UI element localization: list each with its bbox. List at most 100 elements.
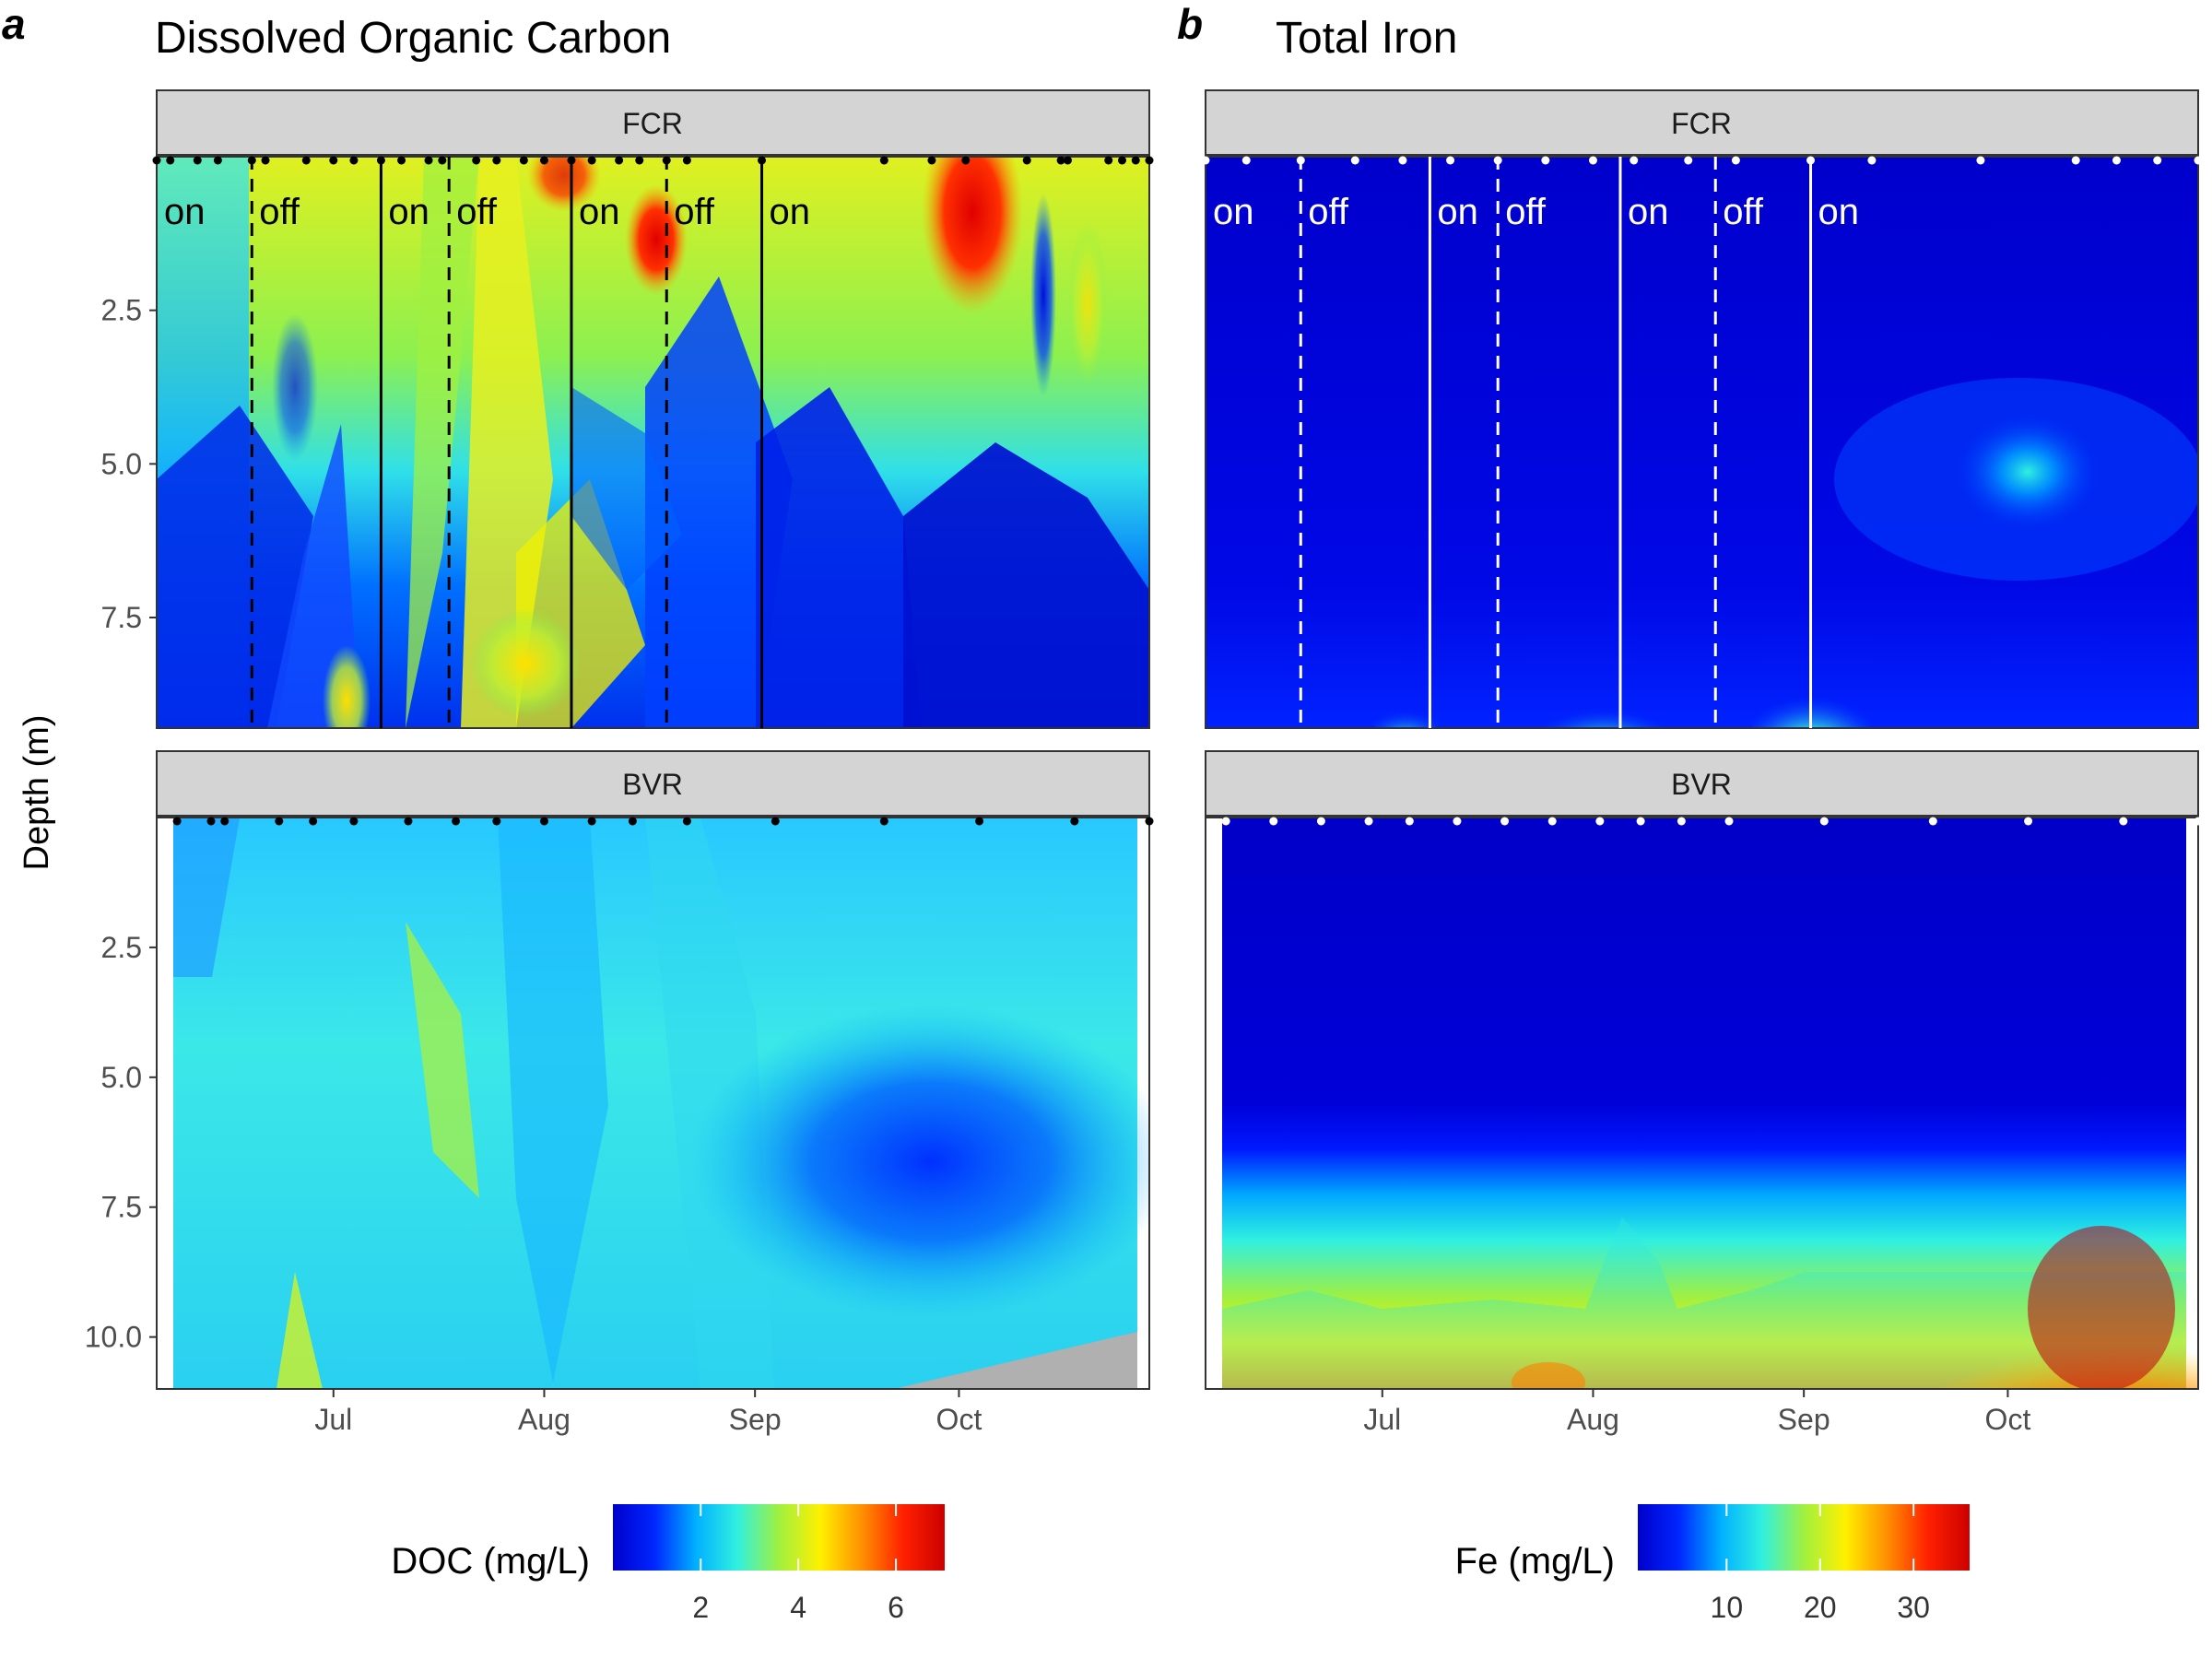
legend-title-doc: DOC (mg/L) [391, 1541, 590, 1582]
panel-title-b: Total Iron [1276, 14, 1457, 63]
sample-date-point [1022, 156, 1031, 165]
sample-date-point [628, 817, 637, 826]
legend-tick-label: 4 [790, 1591, 806, 1624]
y-tick-label: 7.5 [101, 1191, 142, 1224]
sample-date-point [1104, 156, 1113, 165]
sample-date-point [1296, 156, 1305, 165]
legend-tick-label: 6 [888, 1591, 904, 1624]
heatmap-a-fcr [157, 157, 1149, 728]
sample-date-point [2024, 817, 2033, 826]
event-label-on: on [164, 192, 206, 232]
sample-date-point [213, 156, 222, 165]
sample-date-point [424, 156, 433, 165]
sample-date-point [1636, 817, 1645, 826]
sample-date-point [349, 817, 359, 826]
sample-date-point [1867, 156, 1877, 165]
sample-date-point [1201, 156, 1210, 165]
sample-date-point [376, 156, 385, 165]
sample-date-point [1145, 817, 1154, 826]
sample-date-point [1588, 156, 1597, 165]
y-tick-label: 2.5 [101, 294, 142, 327]
strip-label-a-bvr: BVR [622, 768, 683, 801]
strip-label-a-fcr: FCR [622, 107, 683, 140]
event-label-on: on [770, 192, 811, 232]
sample-date-point [492, 156, 501, 165]
facet-b-bvr: BVR Jul Aug Sep Oct [1205, 750, 2203, 1436]
sample-date-point [349, 156, 359, 165]
legend-fe: Fe (mg/L) 10 20 30 [1455, 1504, 1970, 1624]
sample-date-point [1493, 156, 1502, 165]
sample-date-point [1541, 156, 1550, 165]
sample-date-point [1405, 817, 1414, 826]
sample-date-point [1724, 817, 1734, 826]
sample-date-point [172, 817, 182, 826]
sample-date-point [567, 156, 576, 165]
sample-date-point [2071, 156, 2080, 165]
sample-date-point [2112, 156, 2121, 165]
x-tick-label: Aug [1567, 1403, 1619, 1436]
sample-date-point [2153, 156, 2162, 165]
sample-date-point [1806, 156, 1816, 165]
sample-date-point [1269, 817, 1278, 826]
x-tick-label: Sep [729, 1403, 782, 1436]
sample-date-point [879, 156, 888, 165]
sample-date-point [206, 817, 216, 826]
sample-date-point [1976, 156, 1985, 165]
sample-date-point [472, 156, 481, 165]
y-tick-label: 10.0 [85, 1321, 142, 1354]
sample-date-point [1364, 817, 1373, 826]
sample-date-point [492, 817, 501, 826]
legend-tick-label: 2 [692, 1591, 709, 1624]
y-tick-label: 5.0 [101, 447, 142, 480]
event-label-on: on [388, 192, 429, 232]
event-label-off: off [1723, 192, 1764, 232]
facet-a-bvr: BVR 2.5 5.0 7.5 10.0 Jul Aug Sep Oct [85, 750, 1154, 1436]
event-label-on: on [579, 192, 620, 232]
event-label-off: off [674, 192, 715, 232]
sample-date-point [961, 156, 971, 165]
sample-date-point [771, 817, 780, 826]
x-tick-label: Oct [936, 1403, 982, 1436]
event-label-on: on [1213, 192, 1254, 232]
sample-date-point [1063, 156, 1072, 165]
sample-date-point [1316, 817, 1325, 826]
strip-label-b-bvr: BVR [1671, 768, 1732, 801]
legend-tick-label: 30 [1897, 1591, 1930, 1624]
event-label-on: on [1437, 192, 1478, 232]
sample-date-point [2119, 817, 2128, 826]
facet-b-fcr: FCR on off on off on off on [1201, 89, 2203, 729]
strip-b-bvr [1205, 750, 2199, 817]
sample-date-point [1500, 817, 1510, 826]
sample-date-point [1731, 156, 1740, 165]
sample-date-point [1350, 156, 1359, 165]
sample-date-point [1446, 156, 1455, 165]
y-tick-label: 5.0 [101, 1061, 142, 1094]
sample-date-point [1056, 156, 1065, 165]
sample-date-point [1630, 156, 1639, 165]
sample-date-point [404, 817, 413, 826]
sample-date-point [879, 817, 888, 826]
y-axis-label: Depth (m) [18, 715, 56, 871]
sample-date-point [758, 156, 767, 165]
x-tick-label: Oct [1985, 1403, 2031, 1436]
sample-date-point [397, 156, 406, 165]
sample-date-point [301, 156, 311, 165]
x-tick-label: Sep [1778, 1403, 1830, 1436]
x-tick-label: Jul [314, 1403, 352, 1436]
sample-date-point [539, 817, 548, 826]
legend-tick-label: 20 [1804, 1591, 1837, 1624]
sample-date-point [587, 817, 596, 826]
sample-date-point [682, 156, 691, 165]
sample-date-point [1221, 817, 1230, 826]
sample-date-point [927, 156, 936, 165]
sample-date-point [438, 156, 447, 165]
sample-date-point [1398, 156, 1407, 165]
sample-date-point [1241, 156, 1251, 165]
legend-doc: DOC (mg/L) 2 4 6 [391, 1504, 945, 1624]
heatmap-b-fcr [1206, 157, 2198, 728]
sample-date-point [1131, 156, 1140, 165]
strip-a-fcr [156, 89, 1150, 156]
panel-letter-b: b [1177, 0, 1203, 48]
sample-date-point [329, 156, 338, 165]
